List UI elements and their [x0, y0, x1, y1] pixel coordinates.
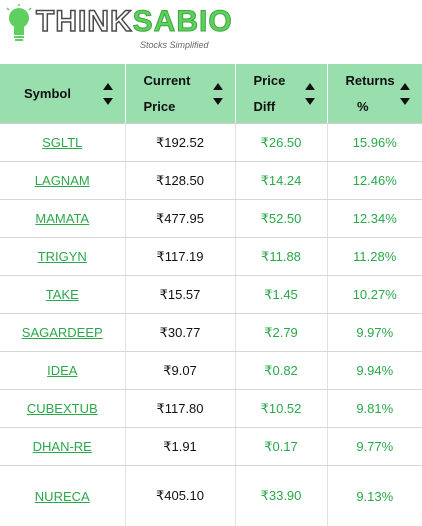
table-row: DHAN-RE ₹1.91 ₹0.17 9.77%: [0, 428, 422, 466]
returns-cell: 9.97%: [327, 314, 422, 352]
price-diff-cell: ₹0.82: [235, 352, 327, 390]
symbol-link[interactable]: TAKE: [46, 287, 79, 302]
symbol-link[interactable]: SGLTL: [42, 135, 82, 150]
sort-arrows-icon[interactable]: [213, 83, 225, 105]
sort-arrows-icon[interactable]: [305, 83, 317, 105]
symbol-cell: TRIGYN: [0, 238, 125, 276]
returns-cell: 9.13%: [327, 466, 422, 526]
symbol-cell: DHAN-RE: [0, 428, 125, 466]
symbol-link[interactable]: TRIGYN: [38, 249, 87, 264]
table-row: NURECA ₹405.10 ₹33.90 9.13%: [0, 466, 422, 526]
price-diff-cell: ₹2.79: [235, 314, 327, 352]
lightbulb-logo-icon: [4, 4, 34, 44]
current-price-cell: ₹117.80: [125, 390, 235, 428]
returns-cell: 9.94%: [327, 352, 422, 390]
symbol-link[interactable]: MAMATA: [35, 211, 89, 226]
returns-cell: 12.34%: [327, 200, 422, 238]
symbol-link[interactable]: IDEA: [47, 363, 77, 378]
current-price-cell: ₹405.10: [125, 466, 235, 526]
table-row: MAMATA ₹477.95 ₹52.50 12.34%: [0, 200, 422, 238]
current-price-cell: ₹192.52: [125, 124, 235, 162]
table-row: TAKE ₹15.57 ₹1.45 10.27%: [0, 276, 422, 314]
column-header-returns[interactable]: Returns %: [327, 64, 422, 124]
symbol-link[interactable]: CUBEXTUB: [27, 401, 98, 416]
returns-cell: 11.28%: [327, 238, 422, 276]
logo-think-text: THINK: [36, 5, 133, 38]
price-diff-cell: ₹0.17: [235, 428, 327, 466]
symbol-cell: MAMATA: [0, 200, 125, 238]
returns-cell: 15.96%: [327, 124, 422, 162]
current-price-cell: ₹15.57: [125, 276, 235, 314]
symbol-cell: IDEA: [0, 352, 125, 390]
table-row: SAGARDEEP ₹30.77 ₹2.79 9.97%: [0, 314, 422, 352]
column-header-symbol[interactable]: Symbol: [0, 64, 125, 124]
current-price-cell: ₹9.07: [125, 352, 235, 390]
returns-cell: 10.27%: [327, 276, 422, 314]
current-price-cell: ₹1.91: [125, 428, 235, 466]
table-row: IDEA ₹9.07 ₹0.82 9.94%: [0, 352, 422, 390]
column-header-current-price[interactable]: Current Price: [125, 64, 235, 124]
returns-cell: 12.46%: [327, 162, 422, 200]
symbol-cell: CUBEXTUB: [0, 390, 125, 428]
sort-arrows-icon[interactable]: [400, 83, 412, 105]
price-diff-cell: ₹14.24: [235, 162, 327, 200]
current-price-cell: ₹128.50: [125, 162, 235, 200]
symbol-cell: SGLTL: [0, 124, 125, 162]
price-diff-cell: ₹33.90: [235, 466, 327, 526]
symbol-cell: LAGNAM: [0, 162, 125, 200]
returns-cell: 9.81%: [327, 390, 422, 428]
table-row: SGLTL ₹192.52 ₹26.50 15.96%: [0, 124, 422, 162]
logo-wordmark[interactable]: THINKSABIO: [36, 6, 233, 38]
symbol-cell: TAKE: [0, 276, 125, 314]
logo-tagline: Stocks Simplified: [140, 40, 209, 50]
price-diff-cell: ₹1.45: [235, 276, 327, 314]
price-diff-cell: ₹10.52: [235, 390, 327, 428]
symbol-cell: NURECA: [0, 466, 125, 526]
current-price-cell: ₹117.19: [125, 238, 235, 276]
price-diff-cell: ₹11.88: [235, 238, 327, 276]
current-price-cell: ₹477.95: [125, 200, 235, 238]
returns-cell: 9.77%: [327, 428, 422, 466]
sort-arrows-icon[interactable]: [103, 83, 115, 105]
symbol-link[interactable]: SAGARDEEP: [22, 325, 103, 340]
symbol-cell: SAGARDEEP: [0, 314, 125, 352]
symbol-link[interactable]: LAGNAM: [35, 173, 90, 188]
returns-table: Symbol Current Price Price Diff Returns …: [0, 64, 422, 526]
price-diff-cell: ₹52.50: [235, 200, 327, 238]
table-row: CUBEXTUB ₹117.80 ₹10.52 9.81%: [0, 390, 422, 428]
symbol-link[interactable]: NURECA: [35, 489, 90, 504]
table-row: LAGNAM ₹128.50 ₹14.24 12.46%: [0, 162, 422, 200]
logo-bar: THINKSABIO Stocks Simplified: [0, 0, 422, 64]
symbol-link[interactable]: DHAN-RE: [33, 439, 92, 454]
table-row: TRIGYN ₹117.19 ₹11.88 11.28%: [0, 238, 422, 276]
price-diff-cell: ₹26.50: [235, 124, 327, 162]
logo-sabio-text: SABIO: [133, 5, 233, 38]
column-header-price-diff[interactable]: Price Diff: [235, 64, 327, 124]
table-header-row: Symbol Current Price Price Diff Returns …: [0, 64, 422, 124]
current-price-cell: ₹30.77: [125, 314, 235, 352]
